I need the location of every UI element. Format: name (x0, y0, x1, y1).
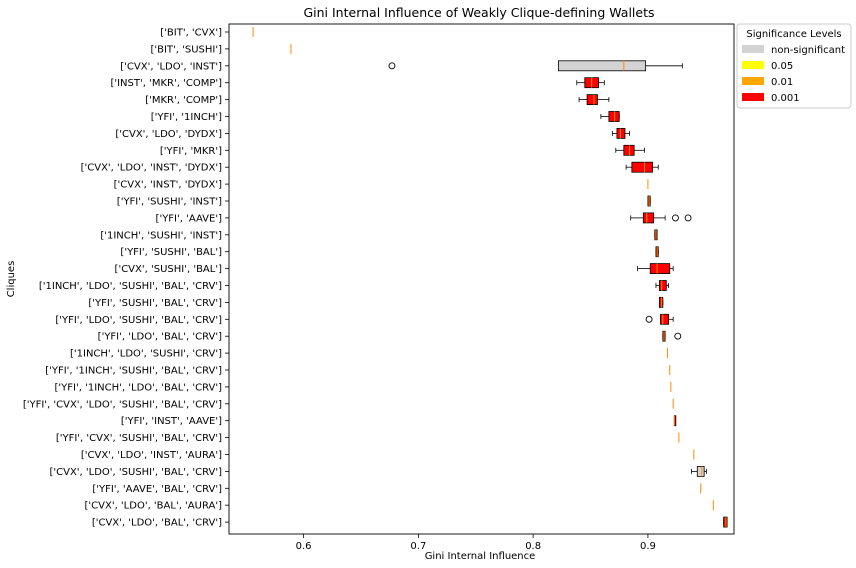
legend-swatch (742, 61, 764, 69)
category-label: ['CVX', 'LDO', 'SUSHI', 'BAL', 'CRV'] (49, 467, 222, 478)
category-label: ['INST', 'MKR', 'COMP'] (110, 78, 222, 89)
category-label: ['YFI', 'INST', 'AAVE'] (121, 416, 222, 427)
x-tick-label: 0.6 (296, 541, 312, 552)
category-label: ['1INCH', 'SUSHI', 'INST'] (100, 230, 222, 241)
x-axis: 0.6 0.7 0.8 0.9 (296, 534, 656, 552)
outlier-point (388, 62, 396, 70)
category-label: ['BIT', 'SUSHI'] (150, 44, 222, 55)
category-label: ['YFI', 'CVX', 'LDO', 'SUSHI', 'BAL', 'C… (23, 399, 222, 410)
box (696, 465, 705, 477)
box (557, 60, 647, 72)
category-label: ['YFI', 'SUSHI', 'INST'] (117, 197, 222, 208)
x-axis-label: Gini Internal Influence (425, 551, 536, 562)
box (608, 111, 620, 122)
legend-label: 0.05 (771, 61, 793, 72)
box (586, 94, 598, 105)
category-label: ['YFI', 'SUSHI', 'BAL', 'CRV'] (88, 298, 222, 309)
boxes-layer (252, 27, 728, 528)
box (649, 263, 671, 275)
box (631, 161, 653, 173)
plot-frame (228, 23, 735, 535)
legend-title: Significance Levels (746, 29, 841, 40)
y-axis-label: Cliques (6, 261, 17, 298)
category-label: ['YFI', 'LDO', 'BAL', 'CRV'] (98, 332, 222, 343)
category-label: ['CVX', 'INST', 'DYDX'] (114, 180, 222, 191)
x-tick-label: 0.7 (410, 541, 426, 552)
category-label: ['1INCH', 'LDO', 'SUSHI', 'BAL', 'CRV'] (39, 281, 222, 292)
category-label: ['YFI', 'LDO', 'SUSHI', 'BAL', 'CRV'] (55, 315, 222, 326)
category-label: ['CVX', 'LDO', 'INST', 'AURA'] (81, 450, 222, 461)
box (660, 313, 669, 325)
legend-label: non-significant (771, 45, 845, 56)
category-label: ['CVX', 'LDO', 'INST'] (120, 61, 222, 72)
box (642, 212, 655, 224)
outlier-point (674, 332, 682, 340)
x-tick-label: 0.8 (525, 541, 541, 552)
category-label: ['CVX', 'SUSHI', 'BAL'] (115, 264, 223, 275)
box (658, 296, 664, 308)
category-label: ['CVX', 'LDO', 'BAL', 'AURA'] (85, 501, 223, 512)
legend-label: 0.001 (771, 93, 800, 104)
legend-label: 0.01 (771, 77, 793, 88)
category-labels: ['BIT', 'CVX'] ['BIT', 'SUSHI'] ['CVX', 'L… (23, 28, 229, 529)
category-label: ['YFI', '1INCH', 'LDO', 'BAL', 'CRV'] (55, 382, 223, 393)
category-label: ['YFI', 'SUSHI', 'BAL'] (120, 247, 222, 258)
category-label: ['CVX', 'LDO', 'BAL', 'CRV'] (92, 518, 222, 529)
category-label: ['YFI', '1INCH', 'SUSHI', 'BAL', 'CRV'] (45, 366, 222, 377)
outlier-point (672, 214, 679, 222)
box (616, 127, 626, 139)
category-label: ['1INCH', 'LDO', 'SUSHI', 'CRV'] (70, 349, 222, 360)
category-label: ['MKR', 'COMP'] (145, 95, 222, 106)
category-label: ['YFI', 'CVX', 'SUSHI', 'BAL', 'CRV'] (56, 433, 222, 444)
legend-frame (736, 23, 852, 109)
outlier-point (645, 315, 653, 323)
box (658, 280, 667, 291)
legend-swatch (742, 93, 764, 101)
legend-items: non-significant 0.05 0.01 0.001 (742, 45, 845, 104)
legend-swatch (742, 45, 764, 53)
category-label: ['YFI', 'AAVE'] (156, 213, 223, 224)
category-label: ['YFI', 'MKR'] (160, 146, 222, 157)
outlier-point (684, 214, 692, 222)
category-label: ['CVX', 'LDO', 'INST', 'DYDX'] (81, 163, 222, 174)
legend: Significance Levels non-significant 0.05 0… (736, 23, 852, 109)
chart-title: Gini Internal Influence of Weakly Clique… (303, 5, 654, 20)
category-label: ['YFI', 'AAVE', 'BAL', 'CRV'] (92, 484, 222, 495)
category-label: ['BIT', 'CVX'] (160, 28, 222, 39)
category-label: ['CVX', 'LDO', 'DYDX'] (115, 129, 222, 140)
legend-swatch (742, 77, 764, 85)
box (723, 516, 728, 528)
box (623, 144, 635, 156)
category-label: ['YFI', '1INCH'] (151, 112, 222, 123)
x-tick-label: 0.9 (640, 541, 656, 552)
